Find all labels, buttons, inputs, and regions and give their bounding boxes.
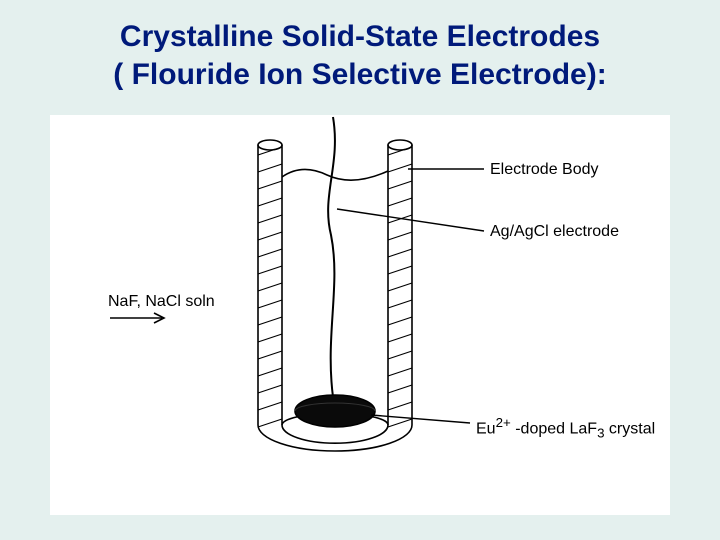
label-electrode-body: Electrode Body <box>490 161 599 179</box>
arrow-right-icon <box>108 311 168 325</box>
label-solution: NaF, NaCl soln <box>108 293 215 325</box>
slide-title: Crystalline Solid-State Electrodes ( Flo… <box>0 0 720 103</box>
title-line-2: ( Flouride Ion Selective Electrode): <box>113 58 606 91</box>
label-agcl-electrode: Ag/AgCl electrode <box>490 223 619 241</box>
diagram-canvas: NaF, NaCl soln Electrode Body Ag/AgCl el… <box>50 115 670 515</box>
title-line-1: Crystalline Solid-State Electrodes <box>120 20 600 53</box>
label-crystal: Eu2+ -doped LaF3 crystal <box>476 415 655 441</box>
